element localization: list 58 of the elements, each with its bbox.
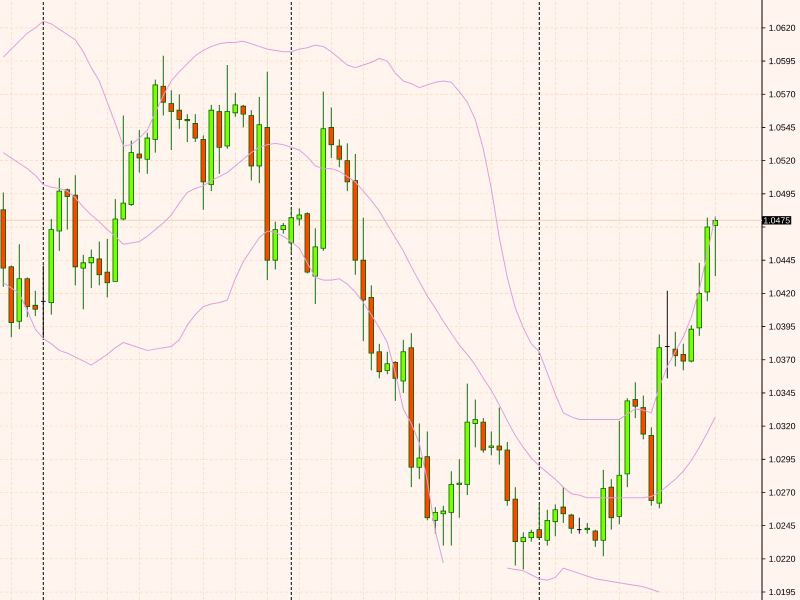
candlestick — [88, 249, 94, 289]
candlestick — [568, 513, 574, 534]
candlestick — [192, 114, 198, 142]
candlestick — [144, 132, 150, 174]
candlestick — [120, 115, 126, 221]
candlestick — [520, 532, 526, 570]
candlestick — [96, 241, 102, 286]
y-tick-label: 1.0245 — [769, 522, 796, 529]
candlestick — [544, 509, 550, 546]
candlestick — [440, 505, 446, 546]
candlestick — [416, 422, 422, 480]
candlestick — [488, 430, 494, 456]
y-tick-label: 1.0620 — [769, 24, 796, 31]
y-tick-label: 1.0420 — [769, 290, 796, 296]
candlestick — [184, 114, 190, 142]
candlestick — [344, 142, 350, 192]
y-tick-label: 1.0295 — [769, 456, 796, 462]
candlestick — [136, 130, 142, 174]
candlestick — [176, 94, 182, 130]
y-tick-label: 1.0495 — [769, 190, 796, 197]
y-tick-label: 1.0370 — [769, 356, 796, 363]
candlestick — [528, 529, 534, 542]
ref-line-label: 1.0475 — [764, 217, 790, 224]
candlestick — [232, 92, 238, 118]
candlestick — [584, 522, 590, 534]
candlestick — [384, 351, 390, 375]
candlestick — [336, 138, 342, 168]
candlestick — [552, 504, 558, 537]
candlestick — [240, 104, 246, 128]
y-tick-label: 1.0320 — [769, 422, 796, 430]
candlestick — [632, 382, 638, 419]
candlestick — [576, 517, 582, 534]
candlestick — [32, 290, 38, 316]
candlestick — [456, 458, 462, 518]
y-tick-label: 1.0220 — [769, 556, 796, 562]
y-tick-label: 1.0570 — [769, 91, 796, 98]
y-tick-label: 1.0195 — [769, 588, 796, 596]
candlestick — [280, 222, 286, 234]
y-tick-label: 1.0445 — [769, 257, 796, 264]
candlestick — [328, 107, 334, 158]
candlestick — [560, 486, 566, 524]
candlestick — [472, 399, 478, 448]
candlestick — [592, 529, 598, 548]
candlestick — [496, 407, 502, 466]
candlestick — [664, 290, 670, 379]
candlestick — [376, 343, 382, 379]
candlestick — [296, 208, 302, 226]
candlestick — [168, 90, 174, 150]
candlestick — [104, 238, 110, 298]
y-tick-label: 1.0270 — [769, 489, 796, 496]
candlestick — [80, 254, 86, 310]
y-tick-label: 1.0595 — [769, 58, 796, 64]
y-tick-label: 1.0520 — [769, 158, 796, 164]
candlestick — [680, 343, 686, 371]
y-tick-label: 1.0345 — [769, 390, 796, 396]
y-tick-label: 1.0545 — [769, 124, 796, 131]
y-tick-label: 1.0395 — [769, 323, 796, 330]
candlestick — [536, 504, 542, 540]
